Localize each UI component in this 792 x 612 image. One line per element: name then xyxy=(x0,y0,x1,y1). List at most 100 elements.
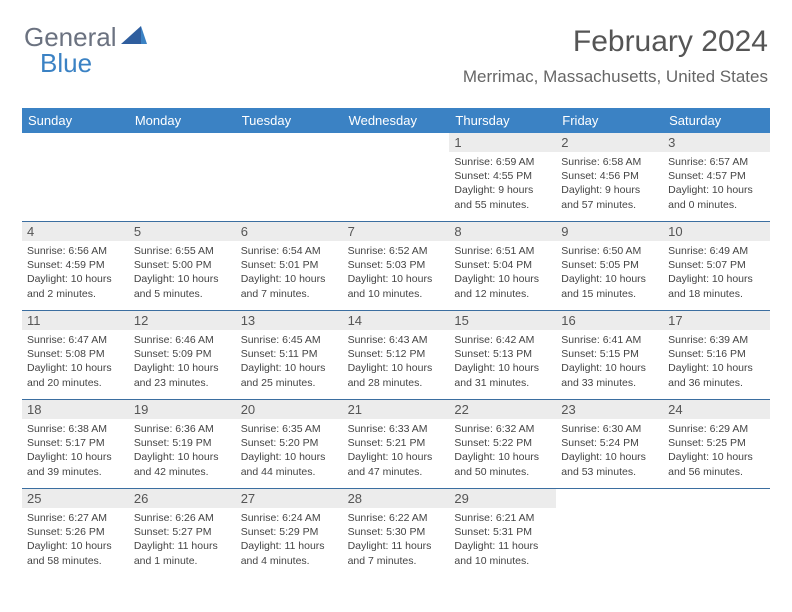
day-info: Sunrise: 6:43 AMSunset: 5:12 PMDaylight:… xyxy=(348,333,445,390)
day-cell: 13Sunrise: 6:45 AMSunset: 5:11 PMDayligh… xyxy=(236,311,343,399)
day-info: Sunrise: 6:58 AMSunset: 4:56 PMDaylight:… xyxy=(561,155,658,212)
day-number: 22 xyxy=(449,400,556,419)
day-info-line: Sunrise: 6:52 AM xyxy=(348,244,445,258)
day-info-line: Daylight: 10 hours xyxy=(561,272,658,286)
day-header-sat: Saturday xyxy=(663,108,770,133)
day-info: Sunrise: 6:47 AMSunset: 5:08 PMDaylight:… xyxy=(27,333,124,390)
day-info-line: Sunset: 4:57 PM xyxy=(668,169,765,183)
day-info-line: and 47 minutes. xyxy=(348,465,445,479)
day-info-line: Daylight: 10 hours xyxy=(348,361,445,375)
day-number: 21 xyxy=(343,400,450,419)
day-info-line: and 10 minutes. xyxy=(348,287,445,301)
day-cell: 10Sunrise: 6:49 AMSunset: 5:07 PMDayligh… xyxy=(663,222,770,310)
month-title: February 2024 xyxy=(463,25,768,59)
day-number: 7 xyxy=(343,222,450,241)
day-info-line: and 12 minutes. xyxy=(454,287,551,301)
day-cell xyxy=(129,133,236,221)
day-info-line: Daylight: 10 hours xyxy=(561,450,658,464)
day-cell: 8Sunrise: 6:51 AMSunset: 5:04 PMDaylight… xyxy=(449,222,556,310)
day-number: 9 xyxy=(556,222,663,241)
weeks-container: 1Sunrise: 6:59 AMSunset: 4:55 PMDaylight… xyxy=(22,133,770,577)
day-info-line: and 10 minutes. xyxy=(454,554,551,568)
day-cell xyxy=(556,489,663,577)
day-cell: 14 Sunrise: 6:43 AMSunset: 5:12 PMDayligh… xyxy=(343,311,450,399)
day-number: 12 xyxy=(129,311,236,330)
day-info-line: Sunrise: 6:38 AM xyxy=(27,422,124,436)
day-number: 24 xyxy=(663,400,770,419)
day-info-line: and 23 minutes. xyxy=(134,376,231,390)
day-cell: 2Sunrise: 6:58 AMSunset: 4:56 PMDaylight… xyxy=(556,133,663,221)
day-cell: 20Sunrise: 6:35 AMSunset: 5:20 PMDayligh… xyxy=(236,400,343,488)
day-cell: 23Sunrise: 6:30 AMSunset: 5:24 PMDayligh… xyxy=(556,400,663,488)
day-info-line: Sunset: 5:11 PM xyxy=(241,347,338,361)
day-number: 5 xyxy=(129,222,236,241)
day-info-line: and 18 minutes. xyxy=(668,287,765,301)
day-number: 1 xyxy=(449,133,556,152)
day-info-line: and 2 minutes. xyxy=(27,287,124,301)
day-info-line: Sunset: 5:09 PM xyxy=(134,347,231,361)
day-info: Sunrise: 6:35 AMSunset: 5:20 PMDaylight:… xyxy=(241,422,338,479)
day-cell xyxy=(236,133,343,221)
day-cell: 9 Sunrise: 6:50 AMSunset: 5:05 PMDaylight… xyxy=(556,222,663,310)
day-info-line: Daylight: 10 hours xyxy=(454,272,551,286)
day-info-line: Sunset: 5:19 PM xyxy=(134,436,231,450)
day-info-line: Sunrise: 6:49 AM xyxy=(668,244,765,258)
day-cell xyxy=(22,133,129,221)
day-cell: 21Sunrise: 6:33 AMSunset: 5:21 PMDayligh… xyxy=(343,400,450,488)
day-cell xyxy=(343,133,450,221)
day-number: 15 xyxy=(449,311,556,330)
week-row: 4Sunrise: 6:56 AMSunset: 4:59 PMDaylight… xyxy=(22,221,770,310)
day-info-line: Daylight: 10 hours xyxy=(668,361,765,375)
day-cell: 4Sunrise: 6:56 AMSunset: 4:59 PMDaylight… xyxy=(22,222,129,310)
day-cell: 25Sunrise: 6:27 AMSunset: 5:26 PMDayligh… xyxy=(22,489,129,577)
day-info: Sunrise: 6:50 AMSunset: 5:05 PMDaylight:… xyxy=(561,244,658,301)
day-number: 26 xyxy=(129,489,236,508)
day-info-line: Sunrise: 6:51 AM xyxy=(454,244,551,258)
day-info-line: Sunrise: 6:21 AM xyxy=(454,511,551,525)
day-number: 25 xyxy=(22,489,129,508)
day-info: Sunrise: 6:26 AMSunset: 5:27 PMDaylight:… xyxy=(134,511,231,568)
day-info-line: Daylight: 10 hours xyxy=(561,361,658,375)
day-number: 14 xyxy=(343,311,450,330)
day-info-line: Daylight: 10 hours xyxy=(241,361,338,375)
day-info-line: Sunset: 5:01 PM xyxy=(241,258,338,272)
day-info-line: Daylight: 10 hours xyxy=(668,450,765,464)
day-info-line: Daylight: 10 hours xyxy=(134,272,231,286)
day-info-line: Sunset: 5:04 PM xyxy=(454,258,551,272)
day-number: 17 xyxy=(663,311,770,330)
day-info-line: Sunset: 5:24 PM xyxy=(561,436,658,450)
day-info-line: Sunrise: 6:29 AM xyxy=(668,422,765,436)
day-info-line: Sunrise: 6:56 AM xyxy=(27,244,124,258)
day-number: 27 xyxy=(236,489,343,508)
day-info: Sunrise: 6:51 AMSunset: 5:04 PMDaylight:… xyxy=(454,244,551,301)
day-info-line: Sunrise: 6:45 AM xyxy=(241,333,338,347)
day-info: Sunrise: 6:57 AMSunset: 4:57 PMDaylight:… xyxy=(668,155,765,212)
day-info-line: and 33 minutes. xyxy=(561,376,658,390)
day-info-line: Sunset: 5:31 PM xyxy=(454,525,551,539)
day-info-line: Daylight: 10 hours xyxy=(27,361,124,375)
day-info-line: Daylight: 9 hours xyxy=(454,183,551,197)
day-cell: 7 Sunrise: 6:52 AMSunset: 5:03 PMDaylight… xyxy=(343,222,450,310)
day-number: 29 xyxy=(449,489,556,508)
day-cell: 27Sunrise: 6:24 AMSunset: 5:29 PMDayligh… xyxy=(236,489,343,577)
day-cell xyxy=(663,489,770,577)
day-number: 11 xyxy=(22,311,129,330)
day-info-line: Daylight: 11 hours xyxy=(454,539,551,553)
week-row: 11 Sunrise: 6:47 AMSunset: 5:08 PMDayligh… xyxy=(22,310,770,399)
day-cell: 19Sunrise: 6:36 AMSunset: 5:19 PMDayligh… xyxy=(129,400,236,488)
location-text: Merrimac, Massachusetts, United States xyxy=(463,67,768,87)
day-info-line: and 20 minutes. xyxy=(27,376,124,390)
day-info-line: Daylight: 10 hours xyxy=(134,361,231,375)
day-info-line: Sunset: 5:20 PM xyxy=(241,436,338,450)
day-info-line: Sunset: 5:17 PM xyxy=(27,436,124,450)
day-cell: 16Sunrise: 6:41 AMSunset: 5:15 PMDayligh… xyxy=(556,311,663,399)
day-info-line: Sunset: 4:59 PM xyxy=(27,258,124,272)
day-number: 23 xyxy=(556,400,663,419)
day-info: Sunrise: 6:52 AMSunset: 5:03 PMDaylight:… xyxy=(348,244,445,301)
day-info-line: and 7 minutes. xyxy=(348,554,445,568)
day-number: 28 xyxy=(343,489,450,508)
day-info-line: Daylight: 10 hours xyxy=(348,272,445,286)
day-info: Sunrise: 6:29 AMSunset: 5:25 PMDaylight:… xyxy=(668,422,765,479)
day-number: 6 xyxy=(236,222,343,241)
day-info-line: Daylight: 10 hours xyxy=(134,450,231,464)
